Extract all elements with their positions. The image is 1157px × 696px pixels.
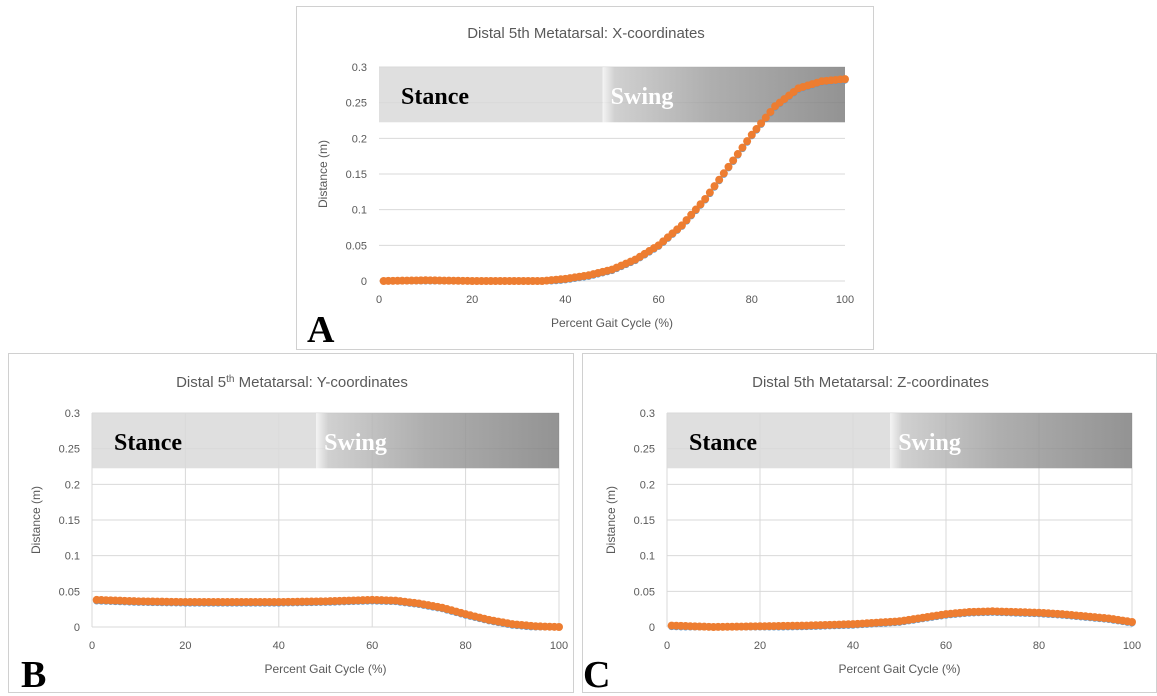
y-tick-label: 0 <box>74 622 80 634</box>
x-tick-label: 20 <box>179 640 191 652</box>
x-tick-label: 40 <box>847 640 859 652</box>
y-tick-label: 0.1 <box>640 551 655 563</box>
y-tick-label: 0.25 <box>59 444 80 456</box>
y-tick-label: 0.3 <box>640 408 655 420</box>
chart-title-sup: th <box>226 374 234 385</box>
x-tick-label: 80 <box>1033 640 1045 652</box>
data-point <box>733 150 742 159</box>
x-tick-label: 60 <box>940 640 952 652</box>
stance-band <box>379 67 603 123</box>
swing-band <box>602 67 845 123</box>
y-tick-label: 0.15 <box>346 169 367 181</box>
x-tick-label: 20 <box>466 294 478 306</box>
x-tick-label: 80 <box>459 640 471 652</box>
x-tick-label: 20 <box>754 640 766 652</box>
stance-label: Stance <box>401 84 469 110</box>
data-point <box>719 169 728 178</box>
data-point <box>752 125 761 134</box>
data-point <box>710 182 719 191</box>
x-tick-label: 60 <box>652 294 664 306</box>
panel-label-b: B <box>21 654 47 696</box>
data-point <box>757 119 766 128</box>
y-tick-label: 0.1 <box>352 205 367 217</box>
data-point <box>738 143 747 152</box>
chart-b-svg: Distal 5th Metatarsal: Y-coordinates 0 0.0… <box>29 374 568 677</box>
swing-label: Swing <box>898 430 961 456</box>
y-tick-label: 0.25 <box>634 444 655 456</box>
y-tick-label: 0.1 <box>65 551 80 563</box>
y-tick-label: 0 <box>361 276 367 288</box>
y-tick-label: 0.05 <box>59 586 80 598</box>
x-tick-label: 60 <box>366 640 378 652</box>
y-tick-label: 0.15 <box>634 515 655 527</box>
data-point <box>761 113 770 122</box>
chart-title: Distal 5th Metatarsal: X-coordinates <box>467 25 705 42</box>
swing-label: Swing <box>611 84 674 110</box>
data-point <box>724 162 733 171</box>
stance-band <box>92 413 317 469</box>
y-tick-label: 0.05 <box>634 586 655 598</box>
data-point <box>691 205 700 214</box>
data-point <box>677 221 686 230</box>
x-tick-label: 100 <box>836 294 854 306</box>
y-tick-label: 0.25 <box>346 98 367 110</box>
y-tick-label: 0.05 <box>346 240 367 252</box>
x-tick-label: 0 <box>376 294 382 306</box>
y-tick-label: 0.2 <box>640 479 655 491</box>
stance-label: Stance <box>114 430 182 456</box>
data-point <box>715 175 724 184</box>
chart-title: Distal 5th Metatarsal: Z-coordinates <box>752 374 989 391</box>
chart-title: Distal 5th Metatarsal: Y-coordinates <box>176 374 408 392</box>
x-tick-label: 100 <box>550 640 568 652</box>
panel-label-a: A <box>307 309 335 351</box>
y-tick-label: 0 <box>649 622 655 634</box>
data-point <box>687 210 696 219</box>
swing-band <box>316 413 559 469</box>
y-tick-label: 0.3 <box>65 408 80 420</box>
y-axis-label: Distance (m) <box>604 486 618 554</box>
stance-band <box>667 413 891 469</box>
x-axis-label: Percent Gait Cycle (%) <box>264 662 386 676</box>
data-point <box>705 188 714 197</box>
data-point <box>747 130 756 139</box>
chart-a-svg: Distal 5th Metatarsal: X-coordinates 0 0.0… <box>316 25 854 330</box>
data-point <box>555 623 563 631</box>
data-point <box>743 137 752 146</box>
data-point <box>1128 618 1136 627</box>
stance-label: Stance <box>689 430 757 456</box>
data-point <box>701 194 710 203</box>
chart-title-part: Distal 5 <box>176 374 226 391</box>
chart-title-rest: Metatarsal: Y-coordinates <box>234 374 407 391</box>
x-axis-label: Percent Gait Cycle (%) <box>551 316 673 330</box>
data-point <box>841 75 849 84</box>
x-tick-label: 80 <box>746 294 758 306</box>
data-point <box>729 156 738 165</box>
chart-panel-b: Distal 5th Metatarsal: Y-coordinates 0 0.0… <box>8 353 574 696</box>
data-point <box>766 107 775 116</box>
chart-c-svg: Distal 5th Metatarsal: Z-coordinates 0 0.0… <box>604 374 1141 676</box>
y-tick-label: 0.2 <box>352 133 367 145</box>
y-tick-label: 0.3 <box>352 62 367 74</box>
chart-panel-c: Distal 5th Metatarsal: Z-coordinates 0 0.0… <box>582 353 1157 696</box>
y-tick-label: 0.15 <box>59 515 80 527</box>
swing-label: Swing <box>324 430 387 456</box>
x-tick-label: 40 <box>559 294 571 306</box>
x-tick-label: 0 <box>664 640 670 652</box>
y-axis-label: Distance (m) <box>29 486 43 554</box>
data-point <box>682 216 691 225</box>
x-tick-label: 40 <box>273 640 285 652</box>
x-tick-label: 0 <box>89 640 95 652</box>
x-axis-label: Percent Gait Cycle (%) <box>838 662 960 676</box>
data-point <box>696 200 705 209</box>
x-tick-label: 100 <box>1123 640 1141 652</box>
y-axis-label: Distance (m) <box>316 140 330 208</box>
panel-label-c: C <box>583 654 611 696</box>
swing-band <box>890 413 1132 469</box>
chart-panel-a: Distal 5th Metatarsal: X-coordinates 0 0.0… <box>296 6 874 350</box>
y-tick-label: 0.2 <box>65 479 80 491</box>
